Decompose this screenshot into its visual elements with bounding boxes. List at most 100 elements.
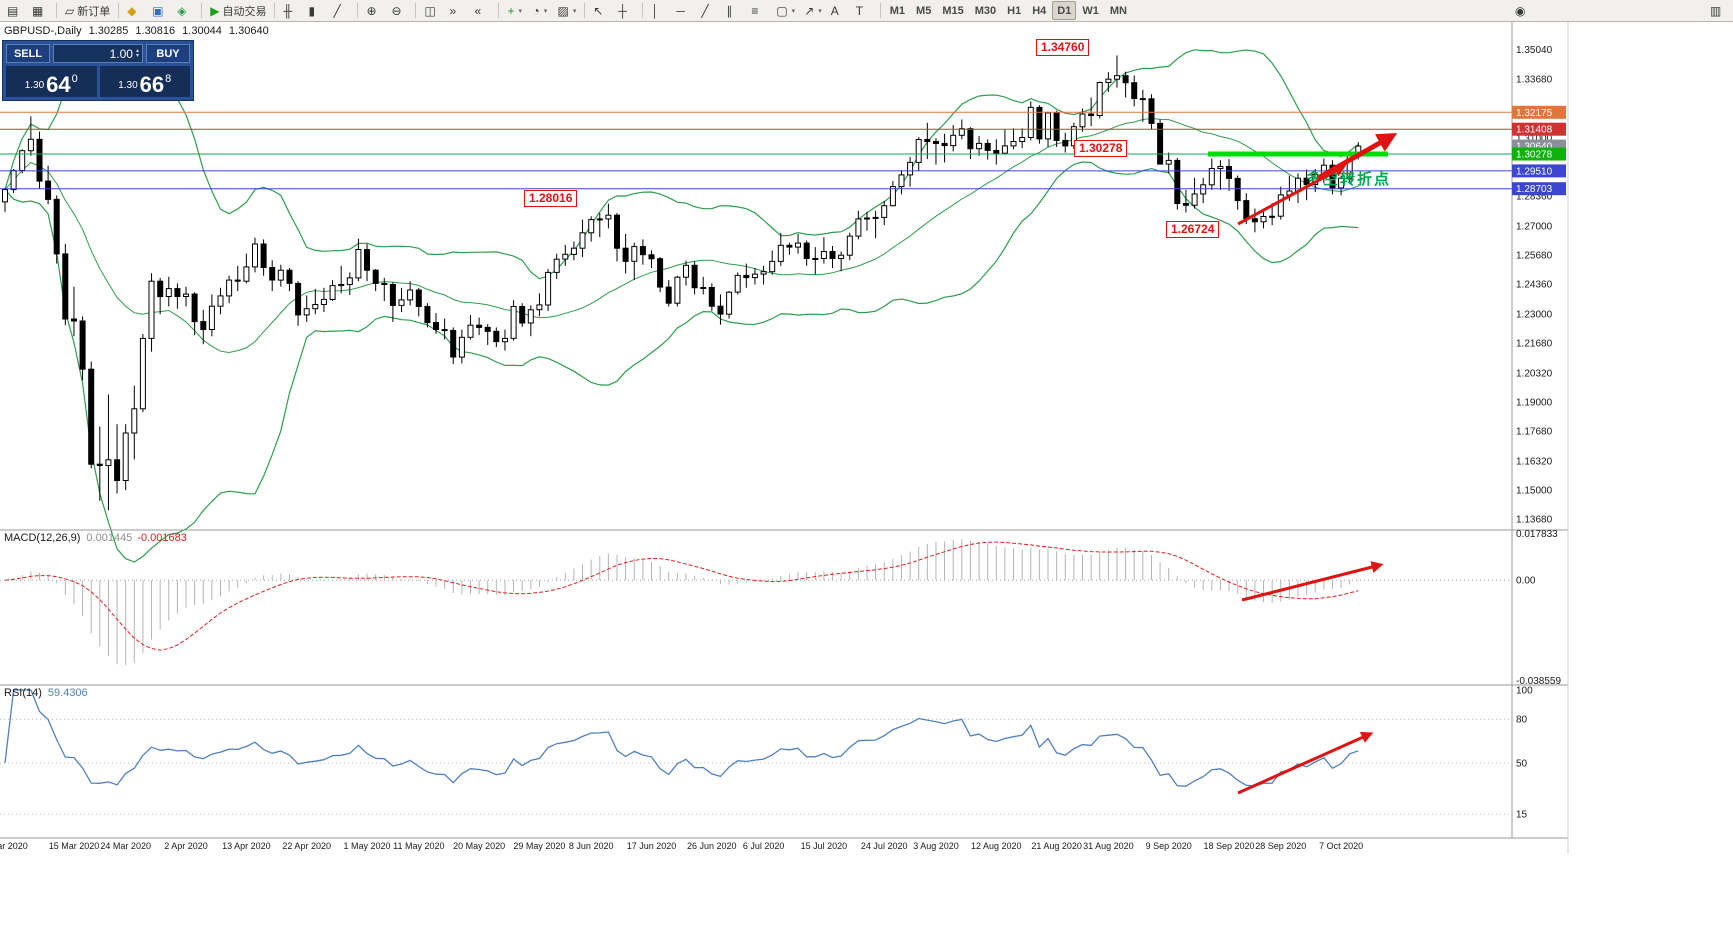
timeframe-h1[interactable]: H1 [1007,4,1022,17]
price-badge-1.31408 [1512,122,1566,136]
svg-text:1.30278: 1.30278 [1516,150,1553,161]
text-icon[interactable]: A [830,3,839,18]
volume-value: 1.00 [109,46,133,61]
timeframe-m5[interactable]: M5 [916,4,932,17]
ohlc-low: 1.30044 [182,25,222,37]
symbol-period-label: GBPUSD-,Daily [4,25,82,37]
templates-icon[interactable]: ▨ ▾ [557,3,577,18]
price-badge-1.28703 [1512,182,1566,196]
svg-text:28 Sep 2020: 28 Sep 2020 [1255,841,1306,851]
autotrading-button[interactable]: ▶ 自动交易 [210,3,267,18]
rsi-value: 59.4306 [47,687,88,699]
svg-text:3 Aug 2020: 3 Aug 2020 [913,841,959,851]
svg-text:1.35040: 1.35040 [1516,45,1553,56]
bollinger-lower-band [4,161,1359,563]
one-click-trading-panel: SELL 1.00 ▴ ▾ BUY 1.30 64 0 1.30 66 8 [2,40,194,101]
svg-text:13 Apr 2020: 13 Apr 2020 [222,841,271,851]
svg-text:4 Mar 2020: 4 Mar 2020 [0,841,28,851]
candlestick-chart-icon[interactable]: ▮ [308,3,316,18]
vertical-line-icon[interactable]: │ [651,3,659,18]
timeframe-d1[interactable]: D1 [1052,1,1077,20]
zoom-out-icon[interactable]: ⊖ [391,3,402,18]
svg-text:1.21680: 1.21680 [1516,339,1553,350]
timeframe-m1[interactable]: M1 [889,4,906,17]
macd-pane-label: MACD(12,26,9) 0.001445 -0.001683 [4,532,187,544]
bar-chart-icon[interactable]: ╫ [283,3,292,18]
crosshair-icon[interactable]: ┼ [618,3,627,18]
trend-arrow[interactable] [1241,561,1384,602]
toolbar-separator [357,3,359,18]
price-badge-1.29510 [1512,164,1566,178]
auto-scroll-icon[interactable]: » [449,3,457,18]
macd-name: MACD(12,26,9) [4,532,81,544]
text-label-icon[interactable]: T [855,3,864,18]
svg-text:17 Jun 2020: 17 Jun 2020 [627,841,677,851]
bollinger-middle-band [4,117,1359,354]
toolbar-separator [415,3,417,18]
periods-icon[interactable]: ◔ ▾ [532,3,548,18]
terminal-icon[interactable]: ▣ [152,3,164,18]
macd-axis-label: -0.038559 [1516,676,1561,687]
market-watch-icon[interactable]: ▤ [7,3,19,18]
line-chart-icon[interactable]: ╱ [333,3,341,18]
price-badge-1.30278 [1512,147,1566,161]
svg-text:1.25680: 1.25680 [1516,251,1553,262]
svg-text:1.30640: 1.30640 [1516,142,1553,153]
indicators-icon[interactable]: + ▾ [507,3,522,18]
timeframe-w1[interactable]: W1 [1082,4,1099,17]
buy-price-point: 8 [165,73,172,85]
new-order-button[interactable]: ▱ 新订单 [65,3,111,18]
metaeditor-icon[interactable]: ◆ [127,3,137,18]
volume-input[interactable]: 1.00 ▴ ▾ [53,44,143,63]
data-window-icon[interactable]: ▦ [32,3,44,18]
fibonacci-icon[interactable]: ≡ [751,3,759,18]
volume-down-icon[interactable]: ▾ [135,52,139,59]
buy-button[interactable]: BUY [146,44,190,63]
bollinger-bands [4,43,1359,563]
toolbar-separator [879,3,881,18]
rsi-name: RSI(14) [4,687,42,699]
toolbar-separator [118,3,120,18]
svg-text:1.13680: 1.13680 [1516,515,1553,526]
macd-histogram [13,539,1359,666]
shapes-icon[interactable]: ▢ ▾ [776,3,796,18]
sell-button[interactable]: SELL [6,44,50,63]
toolbar-separator [274,3,276,18]
svg-text:1.16320: 1.16320 [1516,457,1553,468]
docking-icon[interactable]: ▥ [1710,3,1722,18]
tile-windows-icon[interactable]: ◫ [424,3,436,18]
trend-arrow[interactable] [1237,731,1374,795]
timeframe-m30[interactable]: M30 [974,4,997,17]
macd-axis-label: 0.017833 [1516,529,1558,540]
cursor-icon[interactable]: ↖ [593,3,604,18]
trendline-icon[interactable]: ╱ [701,3,709,18]
sell-price-display[interactable]: 1.30 64 0 [6,66,97,97]
zoom-in-icon[interactable]: ⊕ [366,3,377,18]
chart-shift-icon[interactable]: « [474,3,482,18]
arrows-icon[interactable]: ↗ ▾ [804,3,822,18]
svg-text:26 Jun 2020: 26 Jun 2020 [687,841,737,851]
horizontal-level-lines [0,111,1512,190]
svg-text:1.31000: 1.31000 [1516,134,1553,145]
buy-price-display[interactable]: 1.30 66 8 [99,66,190,97]
toolbar-separator [584,3,586,18]
ohlc-open: 1.30285 [88,25,129,37]
svg-text:22 Apr 2020: 22 Apr 2020 [282,841,331,851]
mql5-community-icon[interactable]: ◉ [1515,3,1526,18]
timeframe-mn[interactable]: MN [1109,4,1127,17]
ohlc-high: 1.30816 [135,25,176,37]
svg-text:1.31408: 1.31408 [1516,125,1553,136]
equidistant-channel-icon[interactable]: ∥ [726,3,733,18]
svg-text:11 May 2020: 11 May 2020 [393,841,444,851]
volume-up-icon[interactable]: ▴ [135,47,139,54]
horizontal-line-icon[interactable]: ─ [676,3,685,18]
timeframe-h4[interactable]: H4 [1032,4,1047,17]
svg-text:21 Aug 2020: 21 Aug 2020 [1031,841,1082,851]
sell-price-pips: 64 [46,72,71,97]
toolbar-separator [642,3,644,18]
trend-arrow[interactable] [1316,133,1398,181]
strategy-tester-icon[interactable]: ◈ [177,3,187,18]
timeframe-m15[interactable]: M15 [942,4,964,17]
